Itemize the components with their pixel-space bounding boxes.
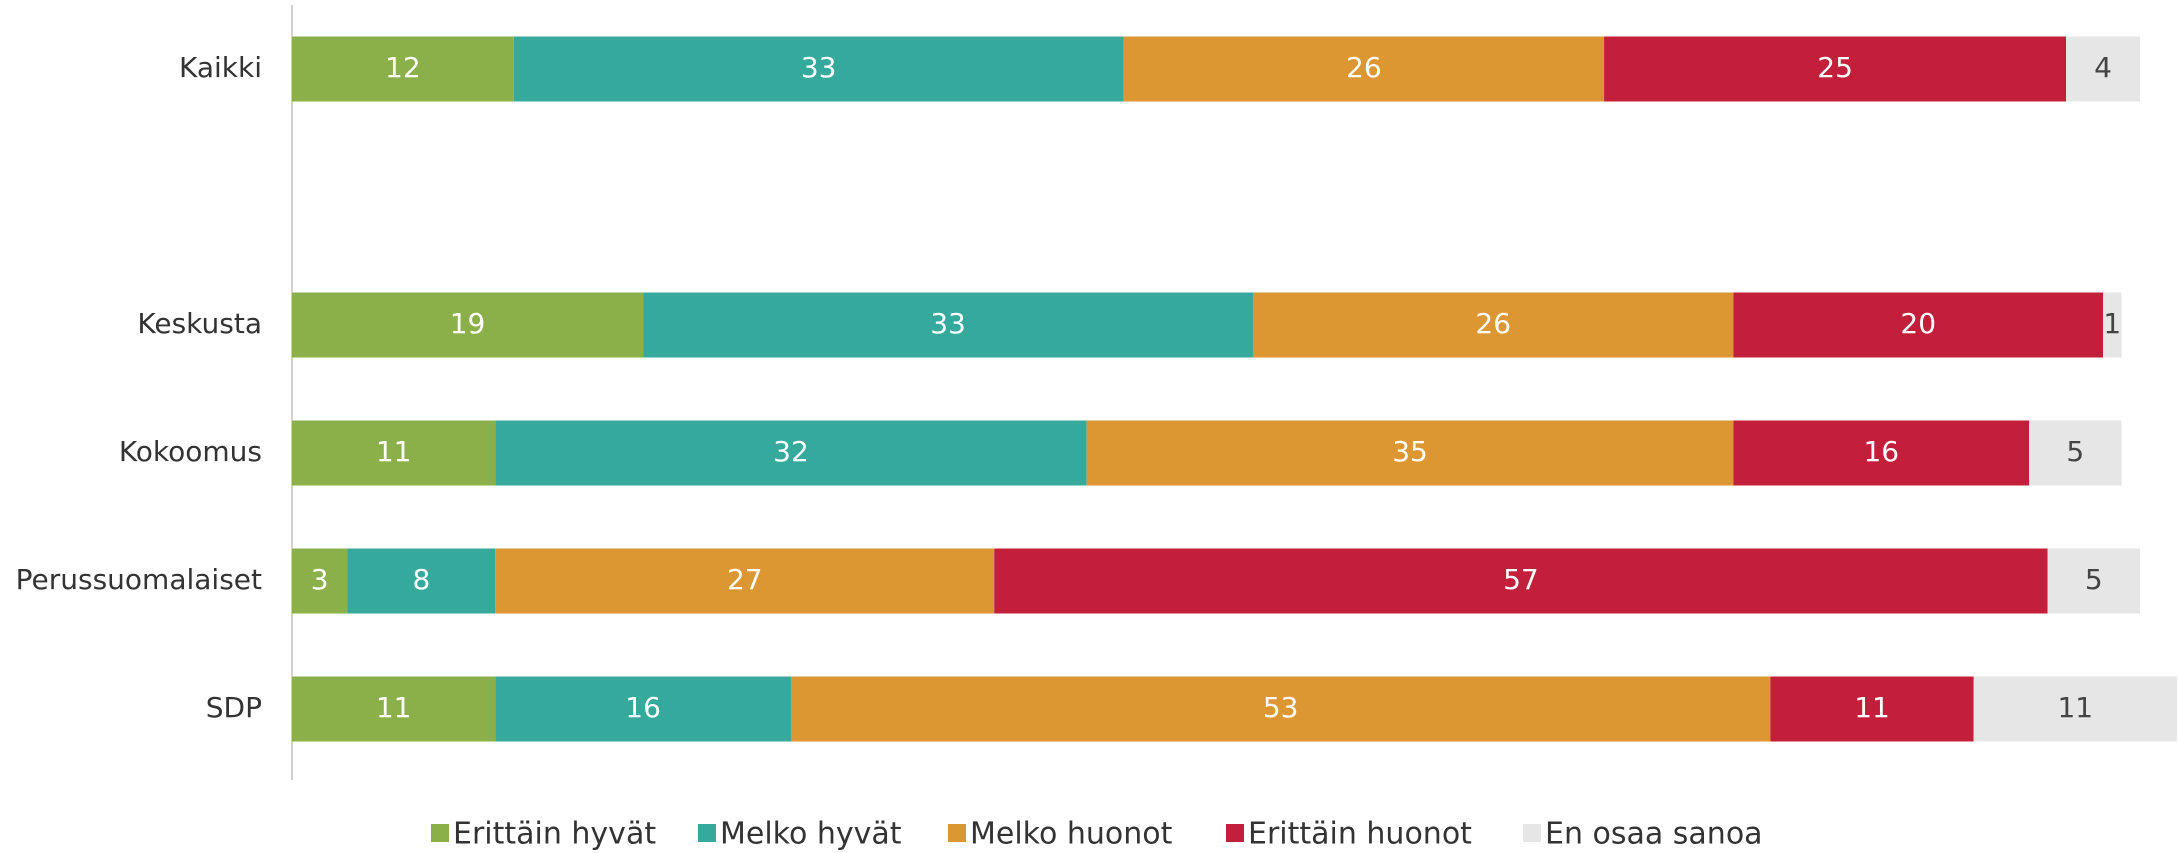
value-label: 16	[1863, 435, 1899, 468]
bar-segment	[2103, 292, 2122, 358]
legend-label: Melko hyvät	[720, 817, 902, 852]
bar-segment	[292, 36, 514, 102]
bar-segment	[495, 548, 995, 614]
category-label: SDP	[206, 691, 262, 724]
bar-segment	[347, 548, 496, 614]
legend-swatch	[948, 824, 966, 842]
bar-segment	[1086, 420, 1734, 486]
legend-label: En osaa sanoa	[1545, 817, 1763, 852]
bar-segment	[790, 676, 1771, 742]
value-label: 33	[930, 307, 966, 340]
value-label: 57	[1503, 563, 1539, 596]
value-label: 35	[1392, 435, 1428, 468]
bar-segment	[2066, 36, 2140, 102]
bar-segment	[643, 292, 1253, 358]
value-label: 25	[1817, 51, 1853, 84]
value-label: 11	[2057, 691, 2093, 724]
value-label: 26	[1346, 51, 1382, 84]
value-label: 27	[727, 563, 763, 596]
legend-swatch	[431, 824, 449, 842]
bar-segment	[1604, 36, 2067, 102]
bar-segment	[1123, 36, 1605, 102]
value-label: 11	[376, 435, 412, 468]
bar-segment	[495, 420, 1087, 486]
bar-segment	[994, 548, 2048, 614]
legend-swatch	[1226, 824, 1244, 842]
legend-label: Erittäin huonot	[1248, 817, 1472, 852]
value-label: 8	[412, 563, 430, 596]
bar-segment	[292, 676, 496, 742]
value-label: 3	[311, 563, 329, 596]
value-label: 11	[1854, 691, 1890, 724]
value-label: 53	[1263, 691, 1299, 724]
bar-segment	[2047, 548, 2140, 614]
legend-label: Melko huonot	[970, 817, 1173, 852]
legend-label: Erittäin hyvät	[453, 817, 656, 852]
bar-segment	[495, 676, 791, 742]
legend-swatch	[1523, 824, 1541, 842]
bar-segment	[1733, 292, 2104, 358]
bar-segment	[2029, 420, 2122, 486]
value-label: 4	[2094, 51, 2112, 84]
value-label: 1	[2103, 307, 2121, 340]
category-label: Kokoomus	[119, 435, 262, 468]
category-label: Keskusta	[137, 307, 262, 340]
legend-swatch	[698, 824, 716, 842]
value-label: 33	[801, 51, 837, 84]
bar-segment	[1770, 676, 1974, 742]
bar-segment	[1973, 676, 2177, 742]
value-label: 12	[385, 51, 421, 84]
bar-segment	[292, 420, 496, 486]
value-label: 16	[625, 691, 661, 724]
category-label: Perussuomalaiset	[16, 563, 262, 596]
bar-segment	[1252, 292, 1734, 358]
value-label: 5	[2066, 435, 2084, 468]
value-label: 20	[1900, 307, 1936, 340]
bar-segment	[292, 548, 348, 614]
value-label: 26	[1475, 307, 1511, 340]
category-label: Kaikki	[179, 51, 262, 84]
bar-segment	[513, 36, 1124, 102]
value-label: 5	[2085, 563, 2103, 596]
value-label: 19	[450, 307, 486, 340]
bar-segment	[1733, 420, 2030, 486]
value-label: 32	[773, 435, 809, 468]
bar-segment	[292, 292, 644, 358]
value-label: 11	[376, 691, 412, 724]
